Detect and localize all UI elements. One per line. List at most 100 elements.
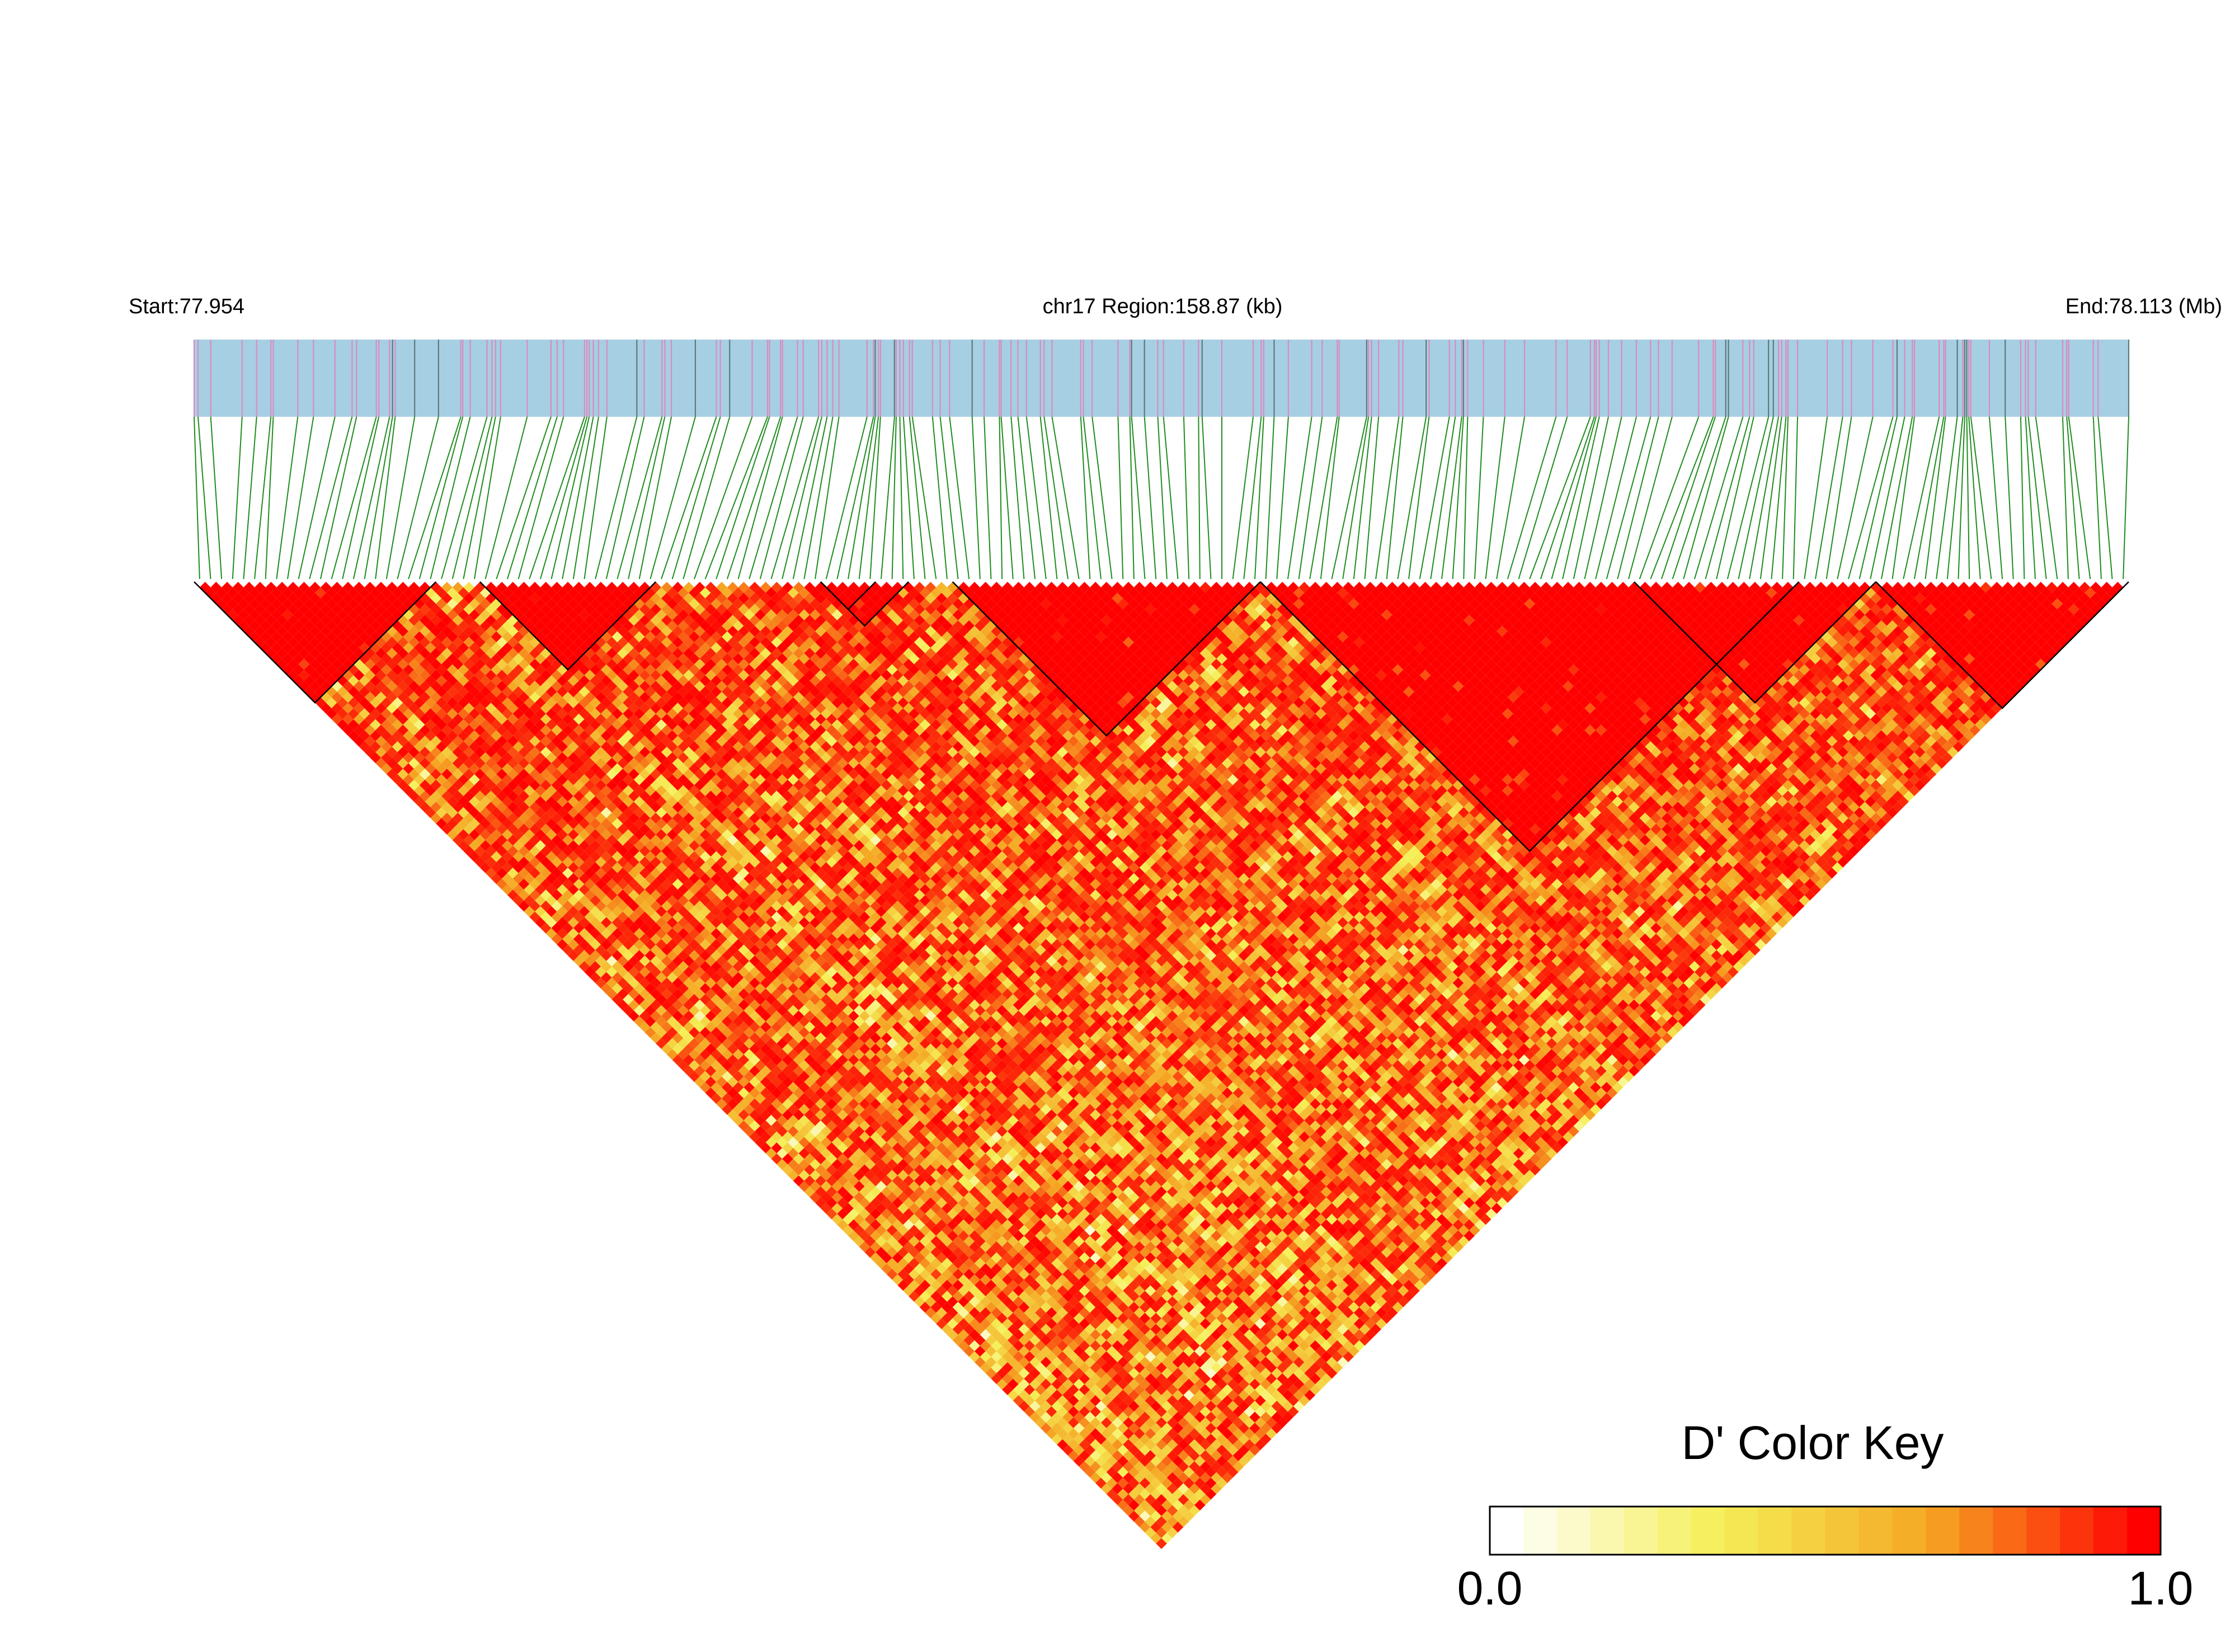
ld-cell xyxy=(381,752,392,764)
ld-cell xyxy=(771,1120,783,1132)
snp-connector xyxy=(1419,416,1450,580)
ld-cell xyxy=(1051,1433,1063,1445)
ld-cell xyxy=(320,658,332,670)
ld-cell xyxy=(716,1076,727,1088)
ld-cell xyxy=(1090,1450,1101,1461)
ld-cell xyxy=(441,790,453,802)
ld-cell xyxy=(309,680,321,692)
ld-cell xyxy=(413,785,425,797)
ld-cell xyxy=(831,1170,843,1181)
ld-cell xyxy=(397,779,409,791)
ld-cell xyxy=(249,631,260,643)
snp-connector xyxy=(1083,416,1102,580)
ld-cell xyxy=(864,1225,876,1236)
snp-connector xyxy=(726,416,782,580)
ld-cell xyxy=(826,1197,837,1208)
ld-cell xyxy=(644,1027,656,1038)
snp-connector xyxy=(1232,416,1254,580)
ld-cell xyxy=(419,746,431,758)
ld-cell xyxy=(386,746,398,758)
snp-connector xyxy=(484,416,528,580)
snp-connector xyxy=(1562,416,1600,580)
ld-cell xyxy=(914,1274,925,1286)
ld-cell xyxy=(1133,1505,1145,1517)
ld-cell xyxy=(425,752,436,764)
ld-cell xyxy=(853,1225,865,1236)
snp-connector xyxy=(803,416,834,580)
ld-cell xyxy=(1040,1411,1052,1423)
ld-cell xyxy=(551,878,563,890)
snp-connector xyxy=(1606,416,1651,580)
ld-cell xyxy=(255,582,266,593)
ld-cell xyxy=(1062,1423,1074,1434)
ld-cell xyxy=(265,625,277,637)
ld-cell xyxy=(1095,1466,1107,1478)
ld-cell xyxy=(810,1147,821,1159)
ld-cell xyxy=(1046,1406,1057,1418)
ld-cell xyxy=(810,1159,821,1170)
ld-cell xyxy=(958,1329,970,1340)
ld-cell xyxy=(1156,1505,1167,1517)
ld-cell xyxy=(562,944,573,956)
ld-cell xyxy=(315,653,326,665)
ld-cell xyxy=(276,647,288,659)
ld-cell xyxy=(370,741,382,752)
ld-cell xyxy=(342,703,354,714)
ld-cell xyxy=(782,1164,793,1175)
ld-cell xyxy=(919,1291,931,1302)
ld-cell xyxy=(288,647,299,659)
ld-cell xyxy=(1007,1345,1019,1357)
ld-cell xyxy=(760,1120,771,1132)
ld-cell xyxy=(1067,1450,1079,1461)
ld-cell xyxy=(210,592,222,604)
ld-cell xyxy=(436,818,447,830)
ld-cell xyxy=(903,1241,914,1253)
ld-cell xyxy=(864,1246,876,1258)
ld-cell xyxy=(991,1329,1003,1340)
ld-cell xyxy=(392,752,403,764)
ld-cell xyxy=(909,1279,920,1291)
ld-cell xyxy=(551,923,563,934)
ld-cell xyxy=(853,1213,865,1225)
ld-cell xyxy=(936,1296,947,1307)
ld-cell xyxy=(848,1186,859,1198)
ld-cell xyxy=(578,917,590,928)
ld-cell xyxy=(249,620,260,632)
ld-cell xyxy=(469,807,480,818)
ld-cell xyxy=(980,1362,991,1373)
ld-cell xyxy=(930,1312,942,1324)
ld-cell xyxy=(485,823,497,835)
ld-cell xyxy=(436,807,447,818)
ld-cell xyxy=(974,1345,986,1357)
ld-cell xyxy=(722,1071,733,1082)
ld-cell xyxy=(732,1071,744,1082)
snp-connector xyxy=(529,416,585,580)
ld-cell xyxy=(672,1021,684,1033)
snp-connector xyxy=(737,416,783,580)
ld-cell xyxy=(1029,1411,1041,1423)
ld-cell xyxy=(661,999,672,1011)
ld-cell xyxy=(463,823,475,835)
ld-cell xyxy=(243,614,255,626)
ld-cell xyxy=(502,829,513,840)
ld-cell xyxy=(381,719,392,731)
ld-cell xyxy=(1035,1384,1046,1395)
ld-cell xyxy=(469,829,480,840)
ld-cell xyxy=(238,609,250,620)
snp-connector xyxy=(939,416,959,580)
ld-cell xyxy=(864,1236,876,1247)
ld-cell xyxy=(826,1164,837,1175)
snp-connector xyxy=(1628,416,1673,580)
ld-cell xyxy=(1117,1488,1129,1500)
ld-cell xyxy=(974,1312,986,1324)
ld-cell xyxy=(386,769,398,780)
snp-connector xyxy=(364,416,393,580)
ld-cell xyxy=(909,1268,920,1280)
ld-cell xyxy=(777,1114,788,1126)
snp-connector xyxy=(1452,416,1464,580)
snp-connector xyxy=(1051,416,1080,580)
ld-cell xyxy=(265,592,277,604)
ld-cell xyxy=(831,1203,843,1214)
ld-cell xyxy=(512,895,524,906)
snp-connector xyxy=(1496,416,1526,580)
